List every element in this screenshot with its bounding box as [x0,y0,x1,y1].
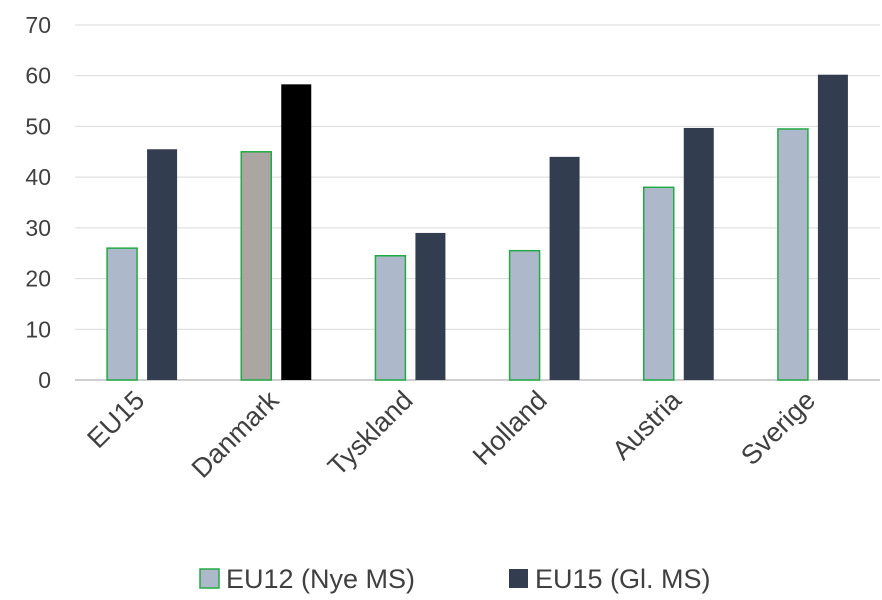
bar-danmark-series-1 [240,151,272,381]
x-category-label: Austria [606,384,687,465]
y-tick-label: 70 [25,12,51,38]
bar-austria-series-2 [683,127,714,380]
x-axis-category-labels: EU15 Danmark Tyskland Holland Austria Sverige [81,384,821,483]
bar-tyskland-series-1 [374,255,407,381]
legend-label-series-1: EU12 (Nye MS) [226,564,415,594]
x-category-label: EU15 [81,385,150,454]
bar-tyskland-series-2 [415,232,446,380]
bar-sverige-series-2 [817,74,848,380]
bar-eu15-series-2 [147,149,178,380]
y-tick-label: 10 [25,316,51,342]
bar-sverige-series-1 [777,128,809,381]
y-tick-label: 50 [25,113,51,139]
bar-eu15-series-1 [106,247,138,381]
bar-holland-series-1 [508,249,541,381]
legend-swatch-series-1 [199,568,220,589]
y-tick-label: 40 [25,164,51,190]
x-category-label: Holland [467,385,553,471]
bar-danmark-series-2 [281,84,312,380]
y-tick-label: 30 [25,215,51,241]
y-axis-ticks: 0 10 20 30 40 50 60 70 [25,12,51,393]
y-tick-label: 60 [25,63,51,89]
legend: EU12 (Nye MS) EU15 (Gl. MS) [199,564,711,594]
y-tick-label: 20 [25,266,51,292]
y-tick-label: 0 [38,367,51,393]
bar-austria-series-1 [643,186,675,381]
x-category-label: Sverige [735,385,821,471]
bar-holland-series-2 [549,156,580,380]
legend-label-series-2: EU15 (Gl. MS) [535,564,711,594]
x-category-label: Danmark [186,385,285,484]
legend-swatch-series-2 [509,569,528,588]
gridlines [75,24,880,381]
x-category-label: Tyskland [322,385,419,482]
bars [106,74,848,381]
